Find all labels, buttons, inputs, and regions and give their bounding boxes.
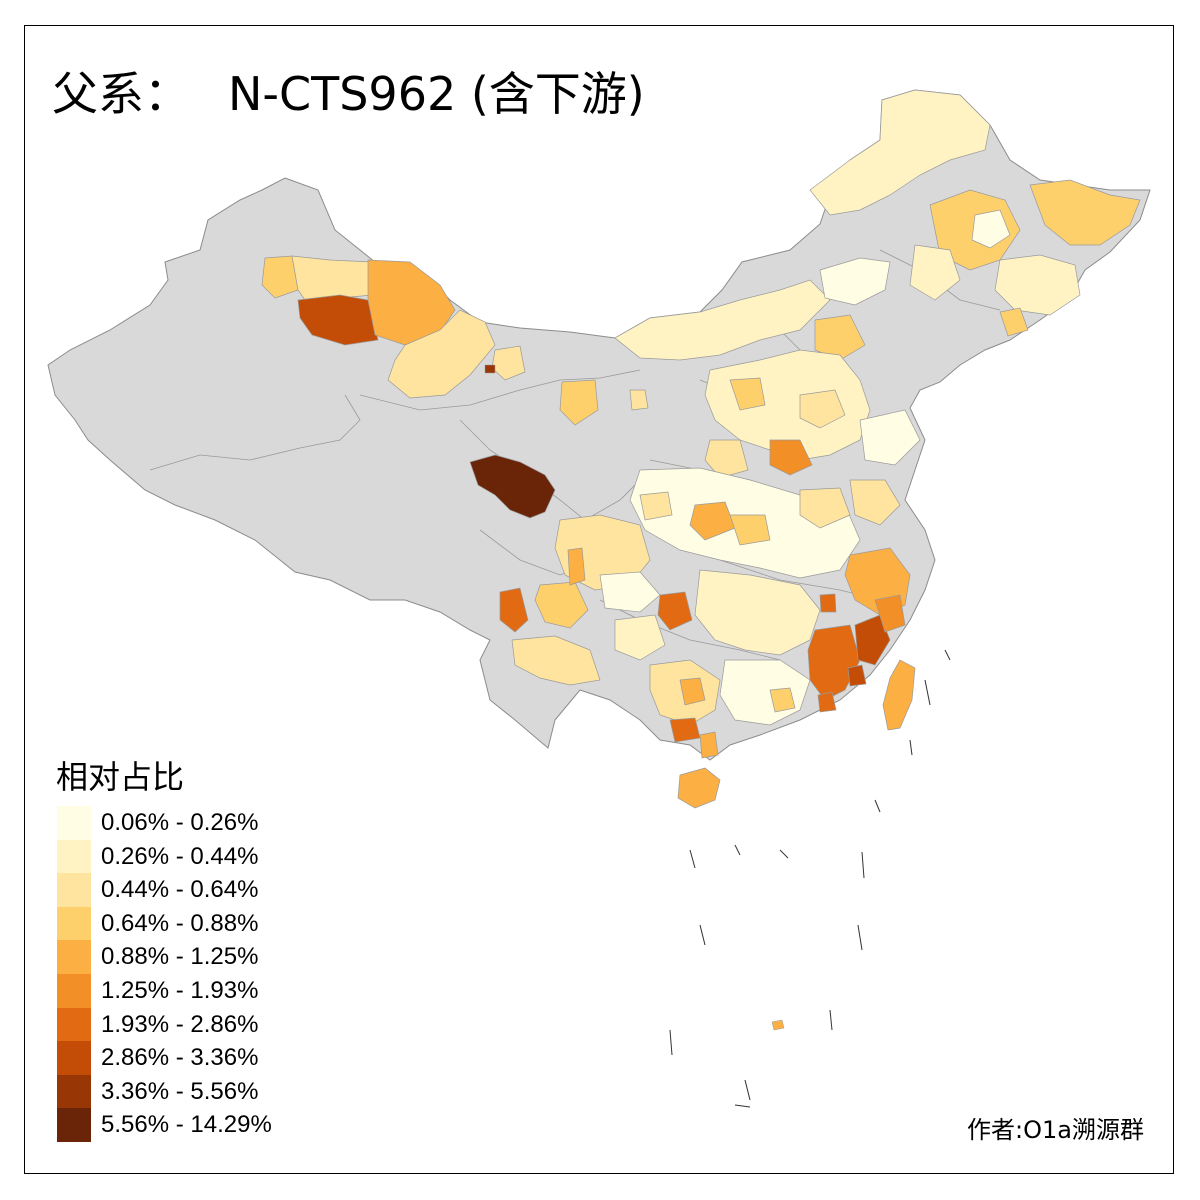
legend-label: 0.88% - 1.25%	[101, 943, 259, 971]
region-ncp-c	[799, 389, 846, 429]
region-se-f	[817, 691, 837, 713]
region-northeast-g	[909, 244, 961, 301]
region-northeast-c	[971, 209, 1011, 249]
region-south-g	[769, 687, 796, 713]
region-xinjiang-b	[291, 255, 373, 301]
region-sw-c	[567, 547, 586, 586]
legend-label: 1.25% - 1.93%	[101, 977, 259, 1004]
region-central-b	[689, 501, 736, 541]
legend-swatch	[57, 1074, 91, 1109]
region-se-g	[847, 664, 867, 687]
legend-swatch	[57, 1041, 91, 1076]
legend-label: 0.06% - 0.26%	[101, 809, 259, 836]
region-northeast-a	[809, 89, 991, 216]
region-central-c	[729, 514, 771, 546]
legend-label: 5.56% - 14.29%	[101, 1111, 272, 1139]
region-xinjiang-e	[387, 309, 496, 399]
region-xinjiang-c	[297, 294, 379, 346]
legend-label: 0.26% - 0.44%	[101, 842, 259, 870]
region-sw-e	[511, 635, 601, 686]
legend-swatch	[57, 873, 91, 908]
region-qinghai-dark	[469, 454, 556, 519]
region-south-e	[699, 731, 719, 759]
legend-title: 相对占比	[56, 758, 185, 796]
region-taiwan	[882, 659, 916, 731]
legend-swatch	[57, 1007, 91, 1042]
legend-label: 0.44% - 0.64%	[101, 876, 259, 904]
legend-swatch	[57, 906, 91, 941]
region-sw-g	[657, 591, 693, 631]
legend-label: 2.86% - 3.36%	[101, 1044, 259, 1072]
region-scs-islet	[771, 1019, 785, 1031]
region-sw-h	[614, 614, 666, 661]
legend-swatch	[57, 839, 91, 874]
region-sw-d	[499, 587, 529, 633]
region-se-e	[819, 593, 837, 613]
region-ncp-d	[729, 377, 766, 411]
legend-label: 1.93% - 2.86%	[101, 1010, 259, 1038]
region-northeast-d	[1029, 179, 1141, 246]
region-northeast-f	[999, 307, 1029, 337]
legend-swatch	[57, 940, 91, 975]
region-northeast-e	[994, 254, 1081, 316]
region-xinjiang-a	[261, 255, 299, 299]
region-xinjiang-g	[484, 364, 496, 374]
legend-label: 0.64% - 0.88%	[101, 909, 259, 937]
legend-swatch	[57, 974, 91, 1008]
region-se-b	[807, 624, 861, 701]
region-gansu-b	[629, 389, 649, 411]
legend-swatch	[57, 806, 91, 840]
south-china-sea-marks	[669, 649, 951, 1108]
region-ncp-b	[769, 439, 813, 476]
region-central-e	[849, 479, 901, 526]
region-south-c	[679, 677, 706, 706]
region-ncp-a	[704, 349, 871, 461]
legend-label: 3.36% - 5.56%	[101, 1077, 259, 1105]
map-title: 父系： N-CTS962 (含下游)	[52, 58, 645, 124]
author-credit: 作者:O1a溯源群	[967, 1116, 1144, 1144]
region-north-b	[814, 314, 866, 361]
region-central-f	[639, 491, 673, 521]
region-ncp-f	[704, 439, 749, 479]
legend-swatch	[57, 1108, 91, 1143]
region-gansu-a	[559, 379, 599, 426]
region-se-c	[854, 614, 891, 666]
title-main: N-CTS962 (含下游)	[228, 67, 645, 121]
region-se-d	[874, 594, 906, 633]
region-ncp-e	[859, 409, 921, 466]
region-hainan	[677, 767, 721, 809]
region-south-d	[669, 717, 701, 743]
region-south-a	[694, 569, 821, 656]
region-central-d	[799, 487, 851, 529]
region-sw-f	[599, 571, 661, 613]
country-outline	[47, 89, 1151, 761]
region-north-belt	[614, 279, 831, 361]
region-north-a	[819, 257, 891, 306]
title-prefix: 父系：	[52, 67, 190, 121]
